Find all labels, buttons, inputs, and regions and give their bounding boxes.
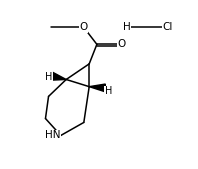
- Text: O: O: [80, 22, 88, 32]
- Text: H: H: [45, 72, 52, 82]
- Text: HN: HN: [45, 130, 60, 140]
- Polygon shape: [89, 84, 105, 92]
- Text: H: H: [105, 86, 112, 96]
- Text: O: O: [118, 39, 126, 49]
- Text: H: H: [123, 22, 131, 32]
- Polygon shape: [52, 72, 66, 80]
- Text: Cl: Cl: [163, 22, 173, 32]
